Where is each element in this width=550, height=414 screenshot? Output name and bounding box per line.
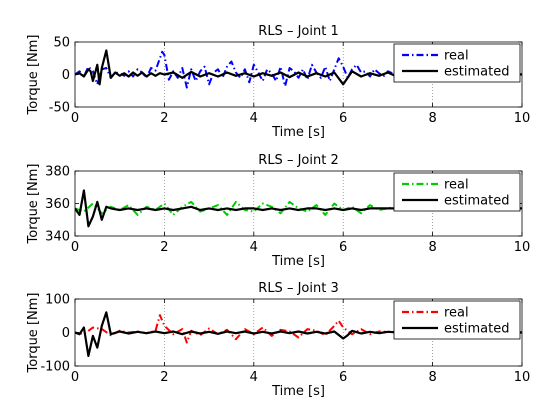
y-tick-label: 0 <box>62 326 70 341</box>
legend-label-estimated: estimated <box>444 322 509 337</box>
x-tick-label: 2 <box>160 240 168 255</box>
legend-label-estimated: estimated <box>444 194 509 209</box>
x-tick-label: 4 <box>250 111 258 126</box>
legend-box <box>393 43 521 83</box>
x-tick-label: 8 <box>428 240 436 255</box>
series-line-estimated <box>75 189 522 228</box>
x-tick-label: 2 <box>160 370 168 385</box>
chart-title: RLS – Joint 3 <box>258 281 338 296</box>
x-tick-label: 2 <box>160 111 168 126</box>
x-tick-label: 10 <box>514 111 531 126</box>
x-tick-label: 0 <box>71 370 79 385</box>
x-axis-label: Time [s] <box>271 384 325 399</box>
y-axis-label: Torque [Nm] <box>26 164 41 245</box>
x-tick-label: 4 <box>250 240 258 255</box>
y-axis-label: Torque [Nm] <box>26 293 41 374</box>
x-tick-label: 6 <box>339 111 347 126</box>
y-tick-label: 50 <box>53 36 70 51</box>
x-tick-label: 6 <box>339 240 347 255</box>
y-tick-label: 100 <box>45 293 70 308</box>
y-tick-label: 360 <box>45 197 70 212</box>
y-tick-label: -50 <box>49 101 70 116</box>
series-line-estimated <box>75 311 522 357</box>
x-tick-label: 0 <box>71 240 79 255</box>
legend-box <box>393 172 521 212</box>
x-tick-label: 8 <box>428 111 436 126</box>
x-axis-label: Time [s] <box>271 125 325 140</box>
chart-title: RLS – Joint 1 <box>258 24 338 39</box>
chart-title: RLS – Joint 2 <box>258 153 338 168</box>
legend-label-real: real <box>444 306 469 321</box>
y-tick-label: 0 <box>62 68 70 83</box>
x-tick-label: 6 <box>339 370 347 385</box>
x-tick-label: 10 <box>514 370 531 385</box>
y-tick-label: 380 <box>45 165 70 180</box>
legend-label-real: real <box>444 178 469 193</box>
x-axis-label: Time [s] <box>271 254 325 269</box>
legend-box <box>393 300 521 340</box>
y-tick-label: 340 <box>45 230 70 245</box>
x-tick-label: 0 <box>71 111 79 126</box>
x-tick-label: 4 <box>250 370 258 385</box>
subplot-2: 0 2 4 6 8 10 340 360 380 RLS – Joint 2 Time [s] Tor… <box>26 153 530 269</box>
legend-label-real: real <box>444 49 469 64</box>
y-axis-label: Torque [Nm] <box>26 35 41 116</box>
series-line-real <box>75 200 522 216</box>
y-tick-label: -100 <box>40 360 70 375</box>
legend-label-estimated: estimated <box>444 65 509 80</box>
x-tick-label: 8 <box>428 370 436 385</box>
x-tick-label: 10 <box>514 240 531 255</box>
